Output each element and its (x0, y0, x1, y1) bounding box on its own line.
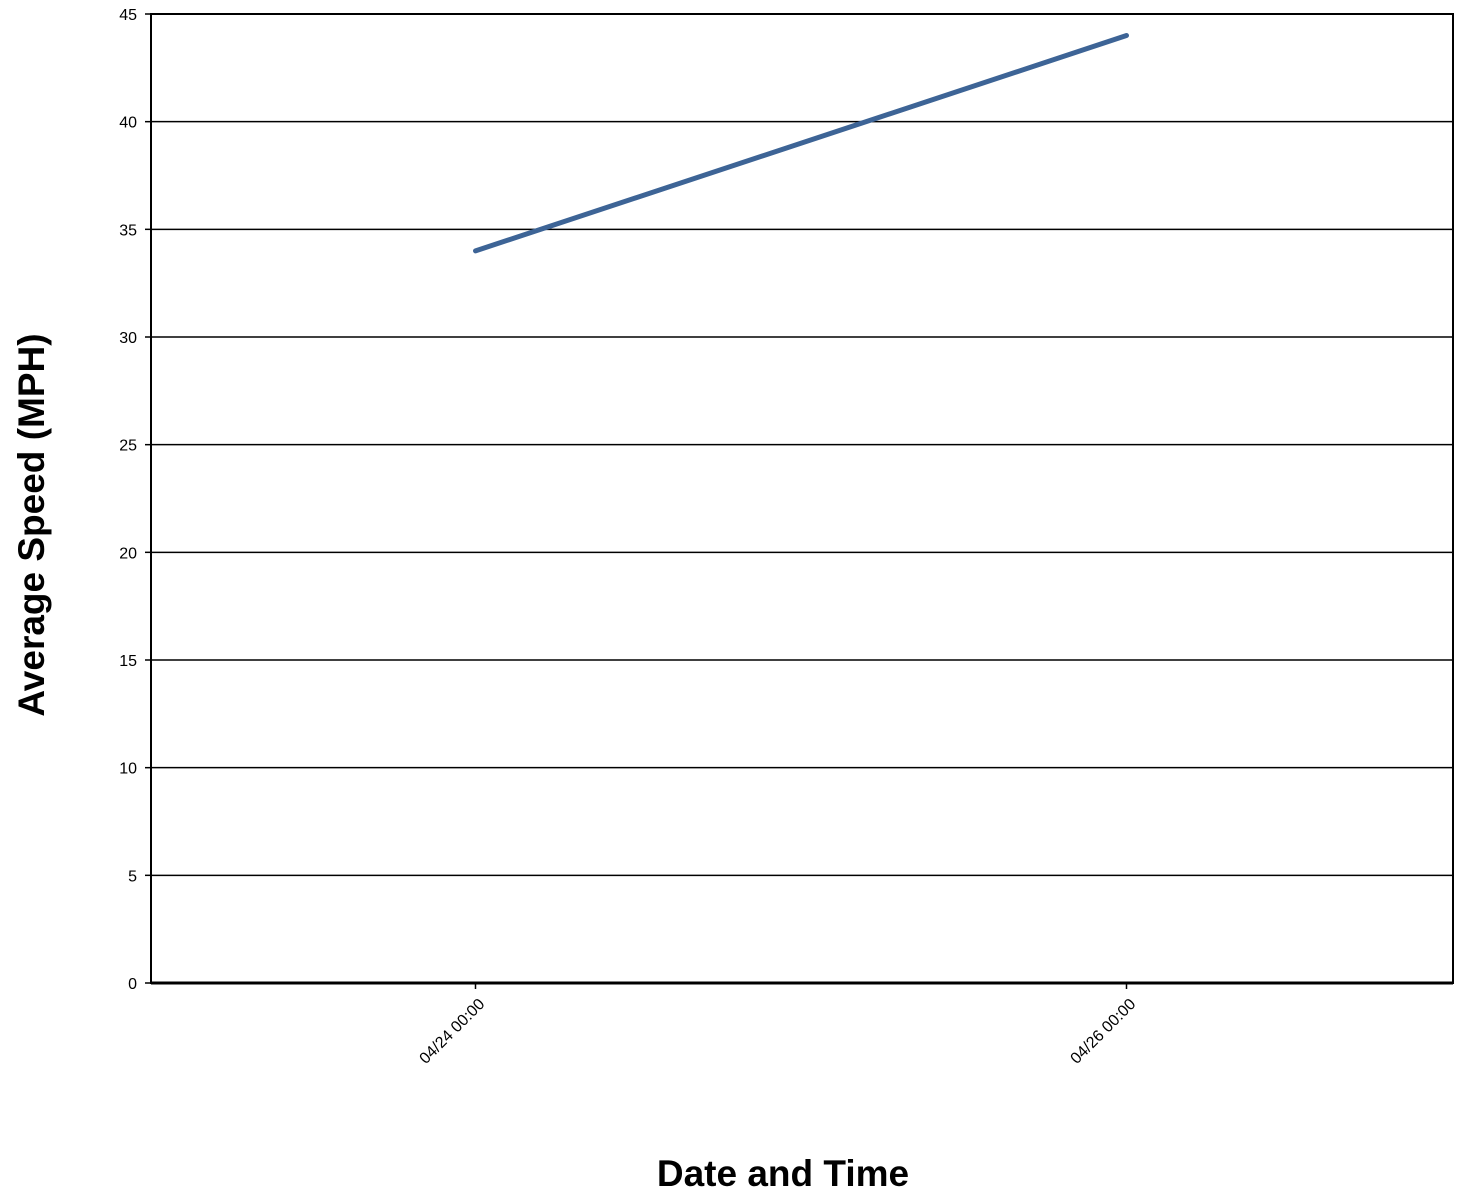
plot-area (150, 13, 1454, 984)
gridlines (151, 120, 1453, 877)
y-tick-label: 10 (119, 761, 137, 778)
series-group (473, 33, 1129, 254)
y-tick-label: 25 (119, 438, 137, 455)
y-tick-label: 35 (119, 222, 137, 239)
y-tick-label: 45 (119, 7, 137, 24)
y-tick-label: 5 (128, 868, 137, 885)
x-axis-ticks: 04/24 00:00 04/26 00:00 (417, 983, 1140, 1068)
y-tick-label: 20 (119, 545, 137, 562)
x-tick-label: 04/26 00:00 (1068, 996, 1140, 1068)
y-axis-ticks: 0 5 10 15 20 25 30 35 40 45 (119, 7, 151, 993)
x-tick-label: 04/24 00:00 (417, 996, 489, 1068)
series-line (473, 33, 1129, 254)
y-tick-label: 0 (128, 976, 137, 993)
y-tick-label: 15 (119, 653, 137, 670)
y-tick-label: 30 (119, 330, 137, 347)
y-axis-title: Average Speed (MPH) (11, 333, 52, 716)
x-axis-title: Date and Time (657, 1153, 909, 1192)
y-tick-label: 40 (119, 115, 137, 132)
